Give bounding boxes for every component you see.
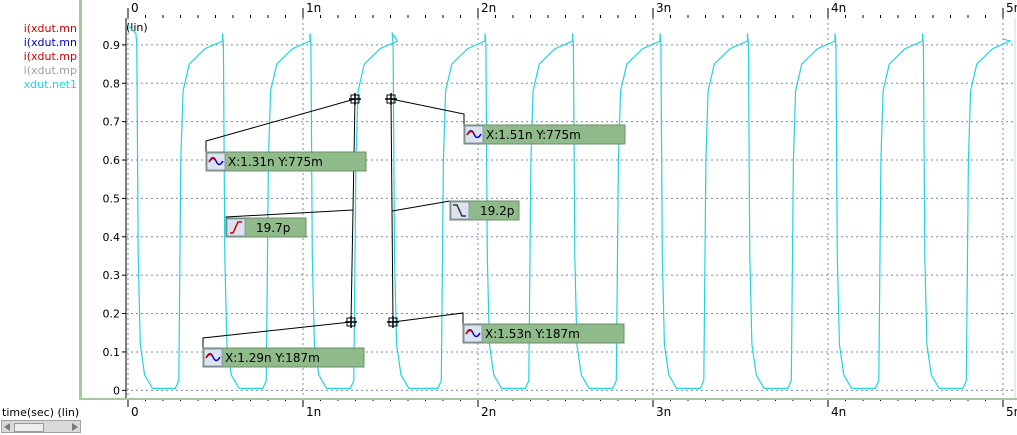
scroll-thumb[interactable] bbox=[14, 423, 44, 432]
marker-leader-line bbox=[202, 321, 352, 348]
y-tick-label: 0 bbox=[113, 384, 120, 397]
legend-item[interactable]: i(xdut.mp bbox=[23, 64, 77, 77]
horizontal-scrollbar[interactable] bbox=[1, 420, 81, 433]
legend-item[interactable]: i(xdut.mn bbox=[23, 22, 77, 35]
y-tick-label: 0.9 bbox=[103, 39, 121, 52]
x-tick-label-top: 3n bbox=[656, 1, 671, 15]
marker-label-box[interactable] bbox=[463, 124, 626, 145]
y-tick-label: 0.2 bbox=[103, 308, 121, 321]
plot-bottom-border bbox=[82, 398, 1017, 400]
marker-label-text: 19.7p bbox=[256, 221, 290, 235]
x-tick-label-bottom: 1n bbox=[306, 405, 321, 419]
y-tick-label: 0.1 bbox=[103, 346, 121, 359]
marker-label-text: 19.2p bbox=[480, 204, 514, 218]
signal-legend: i(xdut.mn i(xdut.mn i(xdut.mp i(xdut.mp xdut… bbox=[0, 0, 79, 398]
marker-crosshair-icon[interactable] bbox=[345, 316, 357, 328]
marker-label-box[interactable] bbox=[225, 217, 307, 238]
marker-leader-line bbox=[205, 98, 356, 152]
x-tick-label-top: 4n bbox=[831, 1, 846, 15]
x-tick-label-bottom: 5n bbox=[1006, 405, 1017, 419]
marker-label-text: X:1.51n Y:775m bbox=[486, 128, 581, 142]
marker-crosshair-icon[interactable] bbox=[387, 316, 399, 328]
y-tick-label: 0.3 bbox=[103, 269, 121, 282]
fall-label-leader bbox=[391, 200, 451, 212]
x-tick-label-bottom: 0 bbox=[131, 405, 139, 419]
series-line-xdut-net1[interactable] bbox=[127, 25, 1012, 389]
top-axis-strip bbox=[0, 0, 1017, 18]
legend-item[interactable]: xdut.net1 bbox=[23, 78, 77, 91]
legend-item[interactable]: i(xdut.mp bbox=[23, 50, 77, 63]
marker-label-box[interactable] bbox=[205, 151, 367, 172]
x-tick-label-bottom: 4n bbox=[831, 405, 846, 419]
sine-wave-accent bbox=[208, 157, 216, 163]
marker-label-box[interactable] bbox=[462, 323, 625, 344]
legend-divider[interactable] bbox=[79, 0, 82, 400]
x-tick-label-top: 1n bbox=[306, 1, 321, 15]
y-tick-label: 0.8 bbox=[103, 77, 121, 90]
x-tick-label-top: 2n bbox=[481, 1, 496, 15]
x-axis-label: time(sec) (lin) bbox=[2, 406, 80, 419]
y-axis-label: (lin) bbox=[126, 21, 148, 34]
y-tick-label: 0.6 bbox=[103, 154, 121, 167]
y-tick-label: 0.7 bbox=[103, 116, 121, 129]
y-tick-label: 0.5 bbox=[103, 192, 121, 205]
sine-wave-accent bbox=[205, 353, 213, 359]
scroll-right-arrow-icon[interactable] bbox=[72, 423, 78, 431]
marker-leader-line bbox=[390, 98, 465, 125]
sine-wave-accent bbox=[465, 329, 473, 335]
scroll-left-arrow-icon[interactable] bbox=[4, 423, 10, 431]
x-tick-label-bottom: 2n bbox=[481, 405, 496, 419]
x-tick-label-top: 0 bbox=[131, 1, 139, 15]
sine-wave-accent bbox=[466, 130, 474, 136]
marker-label-text: X:1.29n Y:187m bbox=[225, 351, 320, 365]
legend-item[interactable]: i(xdut.mn bbox=[23, 36, 77, 49]
marker-crosshair-icon[interactable] bbox=[349, 93, 361, 105]
marker-label-text: X:1.53n Y:187m bbox=[485, 327, 580, 341]
marker-label-box[interactable] bbox=[202, 347, 365, 368]
marker-leader-line bbox=[392, 312, 464, 324]
x-tick-label-bottom: 3n bbox=[656, 405, 671, 419]
rise-edge-icon bbox=[230, 221, 242, 234]
y-tick-label: 0.4 bbox=[103, 231, 121, 244]
fall-edge-icon bbox=[453, 204, 466, 217]
rise-label-leader bbox=[225, 209, 354, 218]
marker-crosshair-icon[interactable] bbox=[385, 93, 397, 105]
x-tick-label-top: 5n bbox=[1006, 1, 1017, 15]
marker-label-text: X:1.31n Y:775m bbox=[228, 155, 323, 169]
